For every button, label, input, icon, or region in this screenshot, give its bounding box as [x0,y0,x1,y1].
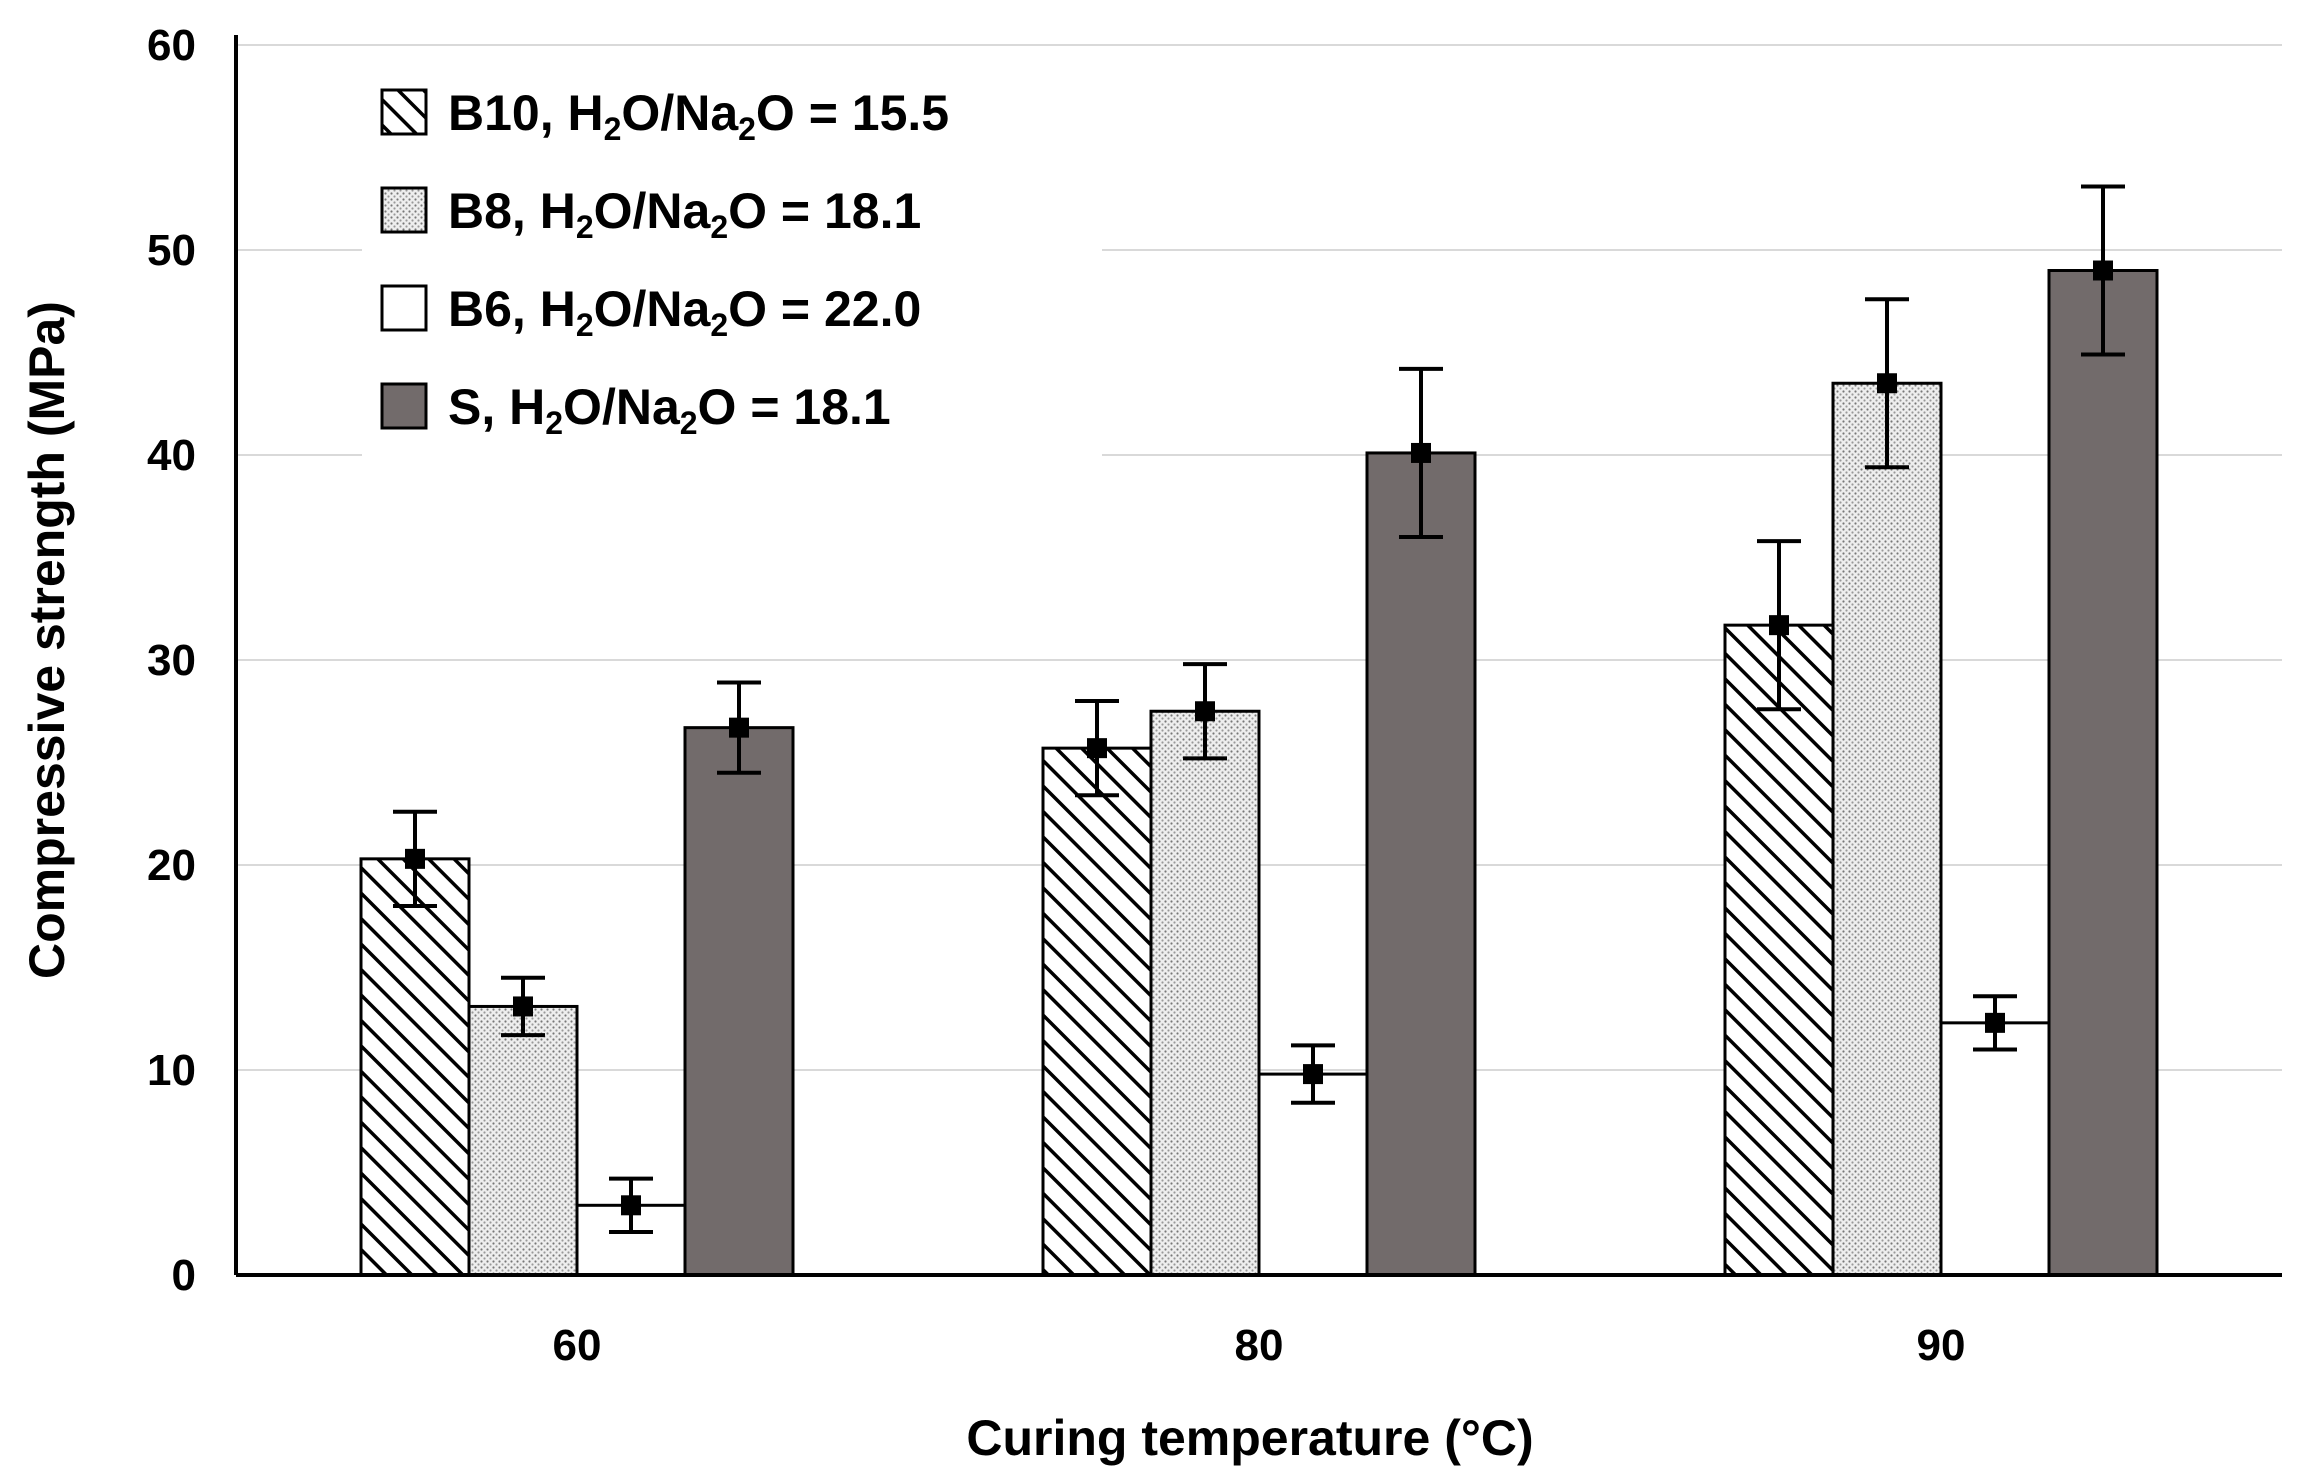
legend-text-part: O = 18.1 [728,183,921,239]
legend-subscript: 2 [545,405,563,441]
legend-text-part: O/Na [594,281,712,337]
data-point-marker [2093,260,2113,281]
data-point-marker [729,717,749,738]
x-axis-title: Curing temperature (°C) [966,1410,1533,1466]
tick-labels: 0 10 20 30 40 50 60 60 80 90 [147,21,1965,1370]
data-point-marker [1769,615,1789,636]
data-point-marker [1411,442,1431,463]
x-tick-label: 60 [553,1321,602,1370]
y-tick-label: 30 [147,636,196,685]
legend-background [362,62,1102,474]
bar [1723,623,1835,1277]
legend-swatch [380,382,428,430]
legend-subscript: 2 [710,209,728,245]
legend-text-part: O = 18.1 [698,379,891,435]
legend-swatch [380,88,428,136]
legend-text-part: O/Na [594,183,712,239]
bar [359,857,471,1277]
y-tick-label: 0 [172,1251,196,1300]
bar [1939,1021,2051,1277]
legend-label: B6, H2O/Na2O = 22.0 [448,281,921,343]
legend-subscript: 2 [604,111,622,147]
y-tick-label: 10 [147,1046,196,1095]
data-point-marker [621,1195,641,1216]
bar [1041,746,1153,1277]
data-point-marker [1877,373,1897,394]
axes [234,35,2282,1277]
data-point-marker [513,996,533,1017]
legend-subscript: 2 [710,307,728,343]
legend-subscript: 2 [576,209,594,245]
data-point-marker [1985,1012,2005,1033]
legend-label: S, H2O/Na2O = 18.1 [448,379,891,441]
x-tick-label: 80 [1235,1321,1284,1370]
bar [467,1004,579,1277]
legend-text-part: O = 15.5 [756,85,949,141]
legend-text-part: S, H [448,379,545,435]
legend-text-part: B6, H [448,281,576,337]
x-tick-label: 90 [1917,1321,1966,1370]
legend-subscript: 2 [576,307,594,343]
legend-text-part: B8, H [448,183,576,239]
data-point-marker [1087,738,1107,759]
bar [1365,451,1477,1277]
data-point-marker [405,848,425,869]
legend: B10, H2O/Na2O = 15.5B8, H2O/Na2O = 18.1B… [362,62,1102,474]
data-point-marker [1303,1064,1323,1085]
legend-subscript: 2 [680,405,698,441]
legend-text-part: B10, H [448,85,604,141]
y-axis-title: Compressive strength (MPa) [19,301,75,979]
data-point-marker [1195,701,1215,722]
legend-label: B10, H2O/Na2O = 15.5 [448,85,949,147]
bar [1831,381,1943,1277]
legend-label: B8, H2O/Na2O = 18.1 [448,183,921,245]
legend-swatch [380,186,428,234]
legend-text-part: O = 22.0 [728,281,921,337]
legend-text-part: O/Na [621,85,739,141]
bar [2047,269,2159,1277]
legend-swatch [380,284,428,332]
bar [1149,709,1261,1277]
legend-subscript: 2 [738,111,756,147]
y-tick-label: 40 [147,431,196,480]
bar [683,726,795,1277]
legend-text-part: O/Na [563,379,681,435]
y-tick-label: 60 [147,21,196,70]
bars [359,184,2159,1277]
y-tick-label: 50 [147,226,196,275]
y-tick-label: 20 [147,841,196,890]
